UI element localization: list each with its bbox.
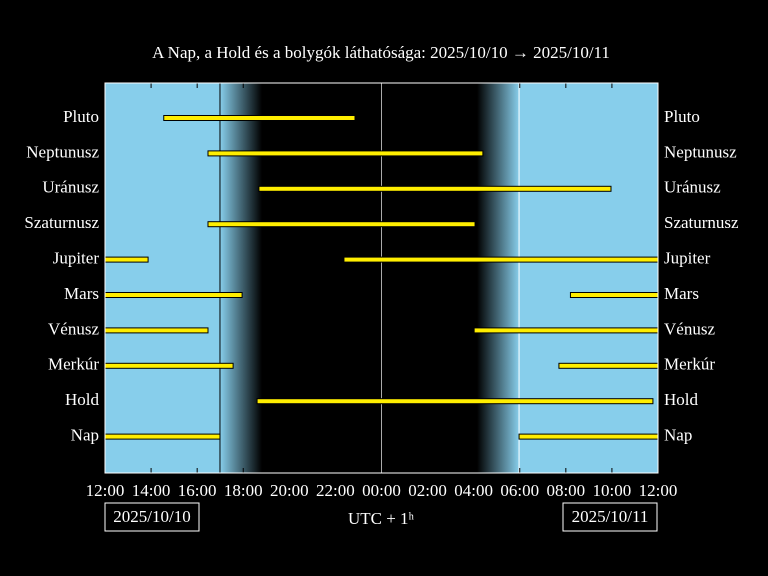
dawn: [477, 83, 520, 473]
row-label: Jupiter: [53, 249, 100, 268]
daylight: [519, 83, 658, 473]
row-label: Mars: [64, 284, 99, 303]
x-tick-label: 12:00: [86, 481, 125, 500]
daylight: [105, 83, 220, 473]
visibility-bar: [256, 398, 654, 405]
x-tick-label: 18:00: [224, 481, 263, 500]
x-tick-label: 08:00: [546, 481, 585, 500]
row-label: Merkúr: [48, 355, 99, 374]
x-tick-label: 06:00: [500, 481, 539, 500]
row-label: Vénusz: [664, 319, 715, 338]
x-axis-label: UTC + 1ʰ: [348, 509, 415, 528]
visibility-bar: [343, 256, 659, 263]
row-label: Nap: [71, 426, 99, 445]
x-tick-label: 02:00: [408, 481, 447, 500]
x-tick-label: 10:00: [593, 481, 632, 500]
x-tick-label: 00:00: [362, 481, 401, 500]
visibility-bar: [518, 433, 659, 440]
chart-title: A Nap, a Hold és a bolygók láthatósága: …: [152, 43, 610, 62]
date-box: [562, 502, 658, 532]
x-tick-label: 14:00: [132, 481, 171, 500]
visibility-bar: [558, 362, 659, 369]
visibility-bar: [104, 362, 234, 369]
visibility-bar: [104, 256, 149, 263]
row-label: Pluto: [63, 107, 99, 126]
row-label: Uránusz: [42, 178, 99, 197]
x-tick-label: 04:00: [454, 481, 493, 500]
end-date: 2025/10/11: [572, 507, 649, 526]
dusk: [219, 83, 262, 473]
visibility-bar: [473, 327, 659, 334]
date-box: [104, 502, 200, 532]
visibility-bar: [569, 292, 659, 298]
visibility-bar: [104, 292, 243, 298]
row-label: Merkúr: [664, 355, 715, 374]
x-tick-label: 22:00: [316, 481, 355, 500]
visibility-bar: [163, 115, 356, 121]
x-tick-label: 12:00: [639, 481, 678, 500]
row-label: Szaturnusz: [664, 213, 739, 232]
visibility-bar: [104, 433, 221, 440]
x-tick-label: 16:00: [178, 481, 217, 500]
row-label: Neptunusz: [26, 142, 99, 161]
x-tick-label: 20:00: [270, 481, 309, 500]
row-label: Pluto: [664, 107, 700, 126]
visibility-bar: [258, 185, 612, 192]
row-label: Neptunusz: [664, 142, 737, 161]
row-label: Mars: [664, 284, 699, 303]
visibility-bar: [207, 221, 476, 228]
row-label: Jupiter: [664, 249, 711, 268]
visibility-bar: [207, 150, 484, 157]
row-label: Hold: [65, 390, 100, 409]
row-label: Hold: [664, 390, 699, 409]
row-label: Szaturnusz: [24, 213, 99, 232]
row-label: Nap: [664, 426, 692, 445]
row-label: Uránusz: [664, 178, 721, 197]
plot-frame: [104, 82, 659, 474]
start-date: 2025/10/10: [113, 507, 190, 526]
row-label: Vénusz: [48, 319, 99, 338]
visibility-bar: [104, 327, 209, 334]
